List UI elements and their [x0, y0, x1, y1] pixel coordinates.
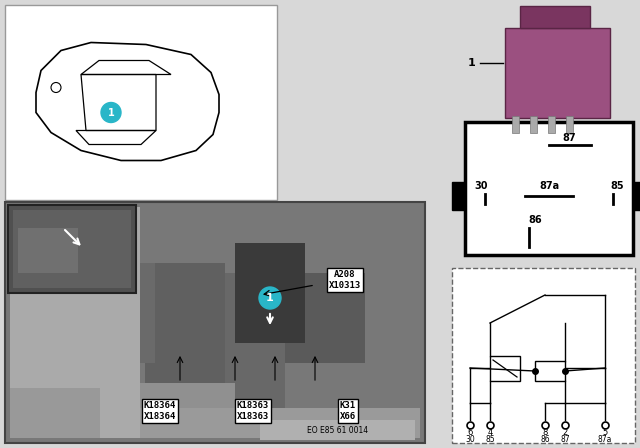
Bar [465, 122, 633, 255]
Text: 86: 86 [540, 435, 550, 444]
Bar [452, 268, 635, 443]
Text: 87: 87 [563, 133, 576, 143]
Bar [10, 363, 140, 438]
Bar [10, 207, 140, 438]
Bar [65, 263, 155, 363]
Bar [566, 116, 573, 133]
Bar [535, 361, 565, 381]
Bar [10, 408, 420, 438]
Text: EO E85 61 0014: EO E85 61 0014 [307, 426, 369, 435]
Bar [10, 388, 100, 438]
Text: 85: 85 [610, 181, 624, 191]
Text: 2: 2 [563, 427, 568, 436]
Text: A208
X10313: A208 X10313 [329, 270, 361, 290]
Text: 30: 30 [465, 435, 475, 444]
Bar [260, 420, 415, 440]
Text: 1: 1 [468, 58, 476, 68]
Bar [135, 383, 235, 438]
Text: K18363
X18363: K18363 X18363 [237, 401, 269, 421]
Bar [5, 202, 425, 443]
Bar [145, 263, 225, 383]
Bar [505, 28, 610, 118]
Text: 30: 30 [474, 181, 488, 191]
Bar [452, 182, 465, 210]
Text: K31
X66: K31 X66 [340, 401, 356, 421]
Bar [285, 273, 365, 363]
Bar [235, 243, 305, 343]
Text: 87a: 87a [539, 181, 559, 191]
Bar [633, 182, 640, 210]
Bar [548, 116, 555, 133]
Text: 8: 8 [542, 427, 548, 436]
Text: 1: 1 [108, 108, 115, 117]
Circle shape [259, 287, 281, 309]
Bar [490, 356, 520, 381]
Text: 5: 5 [602, 427, 607, 436]
Text: K18364
X18364: K18364 X18364 [144, 401, 176, 421]
Bar [530, 116, 537, 133]
Bar [13, 210, 131, 288]
Text: 87a: 87a [598, 435, 612, 444]
Text: 86: 86 [529, 215, 542, 225]
Bar [512, 116, 519, 133]
Text: 1: 1 [266, 293, 274, 303]
Bar [520, 6, 590, 28]
Text: 4: 4 [488, 427, 493, 436]
Circle shape [101, 103, 121, 122]
Text: 87: 87 [560, 435, 570, 444]
Text: 6: 6 [467, 427, 473, 436]
Bar [5, 5, 277, 200]
Bar [8, 205, 136, 293]
Text: 85: 85 [485, 435, 495, 444]
Bar [225, 273, 285, 413]
Bar [18, 228, 78, 273]
